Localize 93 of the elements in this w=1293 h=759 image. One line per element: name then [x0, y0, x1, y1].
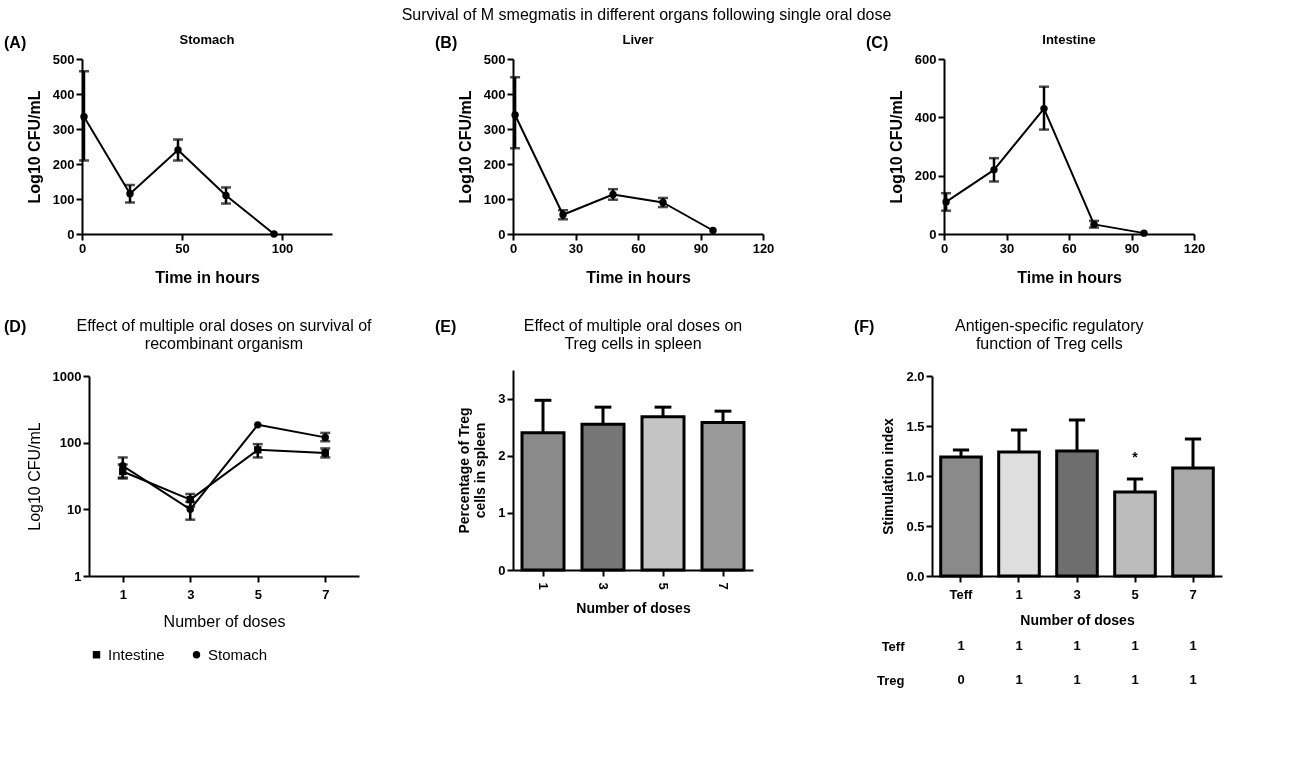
- chart-title: Liver: [622, 32, 654, 47]
- x-axis-title: Number of doses: [576, 599, 691, 616]
- x-tick-label: 5: [656, 582, 671, 590]
- text: (C): [866, 34, 889, 52]
- text: 1: [1015, 638, 1023, 653]
- chart-title: Stomach: [179, 32, 235, 47]
- x-tick-label: 120: [1183, 240, 1206, 256]
- x-axis-title: Number of doses: [1020, 611, 1135, 628]
- y-axis-title: Percentage of Treg cells in spleen: [456, 407, 489, 534]
- x-tick-label: Teff: [949, 586, 974, 602]
- x-tick-label: 90: [1124, 240, 1140, 256]
- y-tick-label: 0: [498, 562, 506, 578]
- y-tick-label: 200: [52, 156, 75, 172]
- text: 1: [1131, 638, 1139, 653]
- y-tick-label: 300: [483, 121, 506, 137]
- y-tick-label: 400: [52, 86, 75, 102]
- chart-title: Effect of multiple oral doses on survival of recombinant organism: [76, 317, 373, 352]
- y-tick-label: 3: [498, 391, 506, 407]
- y-tick-label: 0: [498, 226, 506, 242]
- y-tick-label: 10: [67, 501, 82, 517]
- y-tick-label: 0.0: [906, 568, 925, 584]
- legend-label: Stomach: [208, 645, 268, 663]
- text: 1: [1189, 672, 1197, 687]
- x-tick-label: 0: [940, 240, 949, 256]
- y-tick-label: 600: [914, 51, 937, 67]
- y-tick-label: 0: [67, 226, 75, 242]
- x-tick-label: 60: [1062, 240, 1077, 256]
- y-tick-label: 200: [483, 156, 506, 172]
- y-tick-label: 400: [914, 109, 937, 125]
- y-tick-label: 1: [498, 505, 506, 521]
- y-tick-label: 200: [914, 168, 937, 184]
- chart-title: Antigen-specific regulatory function of Treg cells: [955, 317, 1144, 352]
- y-axis-title: Log10 CFU/mL: [456, 90, 474, 204]
- x-axis-title: Time in hours: [586, 268, 691, 286]
- y-tick-label: 100: [483, 191, 506, 207]
- x-tick-label: 7: [1189, 586, 1197, 602]
- y-tick-label: 0.5: [906, 518, 925, 534]
- x-axis-title: Time in hours: [155, 268, 260, 286]
- y-tick-label: 500: [483, 51, 506, 67]
- text: Treg: [877, 672, 905, 688]
- text: 1: [1131, 672, 1139, 687]
- x-tick-label: 100: [271, 240, 294, 256]
- x-tick-label: 3: [187, 586, 195, 602]
- y-axis-title: Stimulation index: [880, 417, 897, 535]
- text: 0: [957, 672, 965, 687]
- x-axis-title: Number of doses: [163, 612, 286, 630]
- x-tick-label: 7: [322, 586, 330, 602]
- y-tick-label: 1.0: [906, 468, 925, 484]
- y-tick-label: 500: [52, 51, 75, 67]
- x-tick-label: 30: [999, 240, 1015, 256]
- x-tick-label: 90: [693, 240, 709, 256]
- text: (A): [4, 34, 27, 52]
- y-tick-label: 300: [52, 121, 75, 137]
- x-tick-label: 3: [1073, 586, 1081, 602]
- text: 1: [1073, 672, 1081, 687]
- x-tick-label: 5: [1131, 586, 1139, 602]
- y-axis-title: Log10 CFU/mL: [887, 90, 905, 204]
- y-tick-label: 0: [929, 226, 937, 242]
- x-tick-label: 0: [509, 240, 518, 256]
- y-tick-label: 400: [483, 86, 506, 102]
- y-axis-title: Log10 CFU/mL: [25, 422, 43, 531]
- y-tick-label: 2: [498, 448, 506, 464]
- text: 1: [1015, 672, 1023, 687]
- text: (E): [435, 318, 457, 336]
- x-tick-label: 1: [119, 586, 127, 602]
- text: Teff: [881, 638, 906, 654]
- x-tick-label: 50: [175, 240, 190, 256]
- x-tick-label: 3: [596, 582, 611, 590]
- annotation: *: [1132, 449, 1139, 465]
- text: (D): [4, 318, 27, 336]
- y-tick-label: 1000: [52, 368, 82, 384]
- text: Survival of M smegmatis in different organs following single oral dose: [400, 6, 893, 24]
- x-tick-label: 1: [536, 582, 551, 590]
- x-axis-title: Time in hours: [1017, 268, 1122, 286]
- text: (F): [854, 318, 875, 336]
- text: 1: [957, 638, 965, 653]
- y-tick-label: 100: [59, 435, 82, 451]
- y-axis-title: Log10 CFU/mL: [25, 90, 43, 204]
- chart-title: Intestine: [1042, 32, 1096, 47]
- legend-label: Intestine: [108, 645, 165, 663]
- x-tick-label: 120: [752, 240, 775, 256]
- x-tick-label: 1: [1015, 586, 1023, 602]
- y-tick-label: 2.0: [906, 368, 925, 384]
- x-tick-label: 30: [568, 240, 584, 256]
- text: 1: [1073, 638, 1081, 653]
- y-tick-label: 100: [52, 191, 75, 207]
- chart-title: Effect of multiple oral doses on Treg cells in spleen: [523, 317, 743, 352]
- x-tick-label: 7: [716, 582, 731, 590]
- text: 1: [1189, 638, 1197, 653]
- y-tick-label: 1.5: [906, 418, 925, 434]
- text: (B): [435, 34, 458, 52]
- x-tick-label: 60: [631, 240, 646, 256]
- x-tick-label: 5: [254, 586, 262, 602]
